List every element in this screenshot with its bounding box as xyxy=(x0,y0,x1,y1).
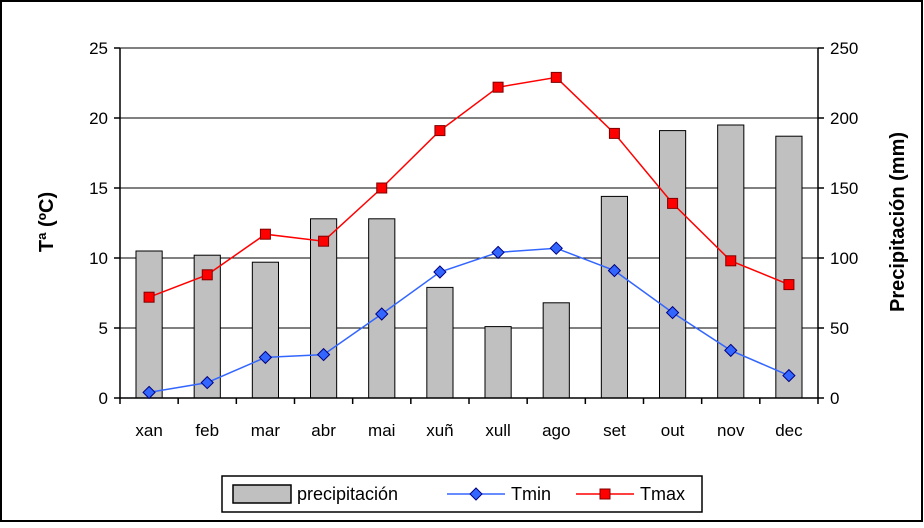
point-tmax xyxy=(318,235,330,247)
point-tmin xyxy=(433,265,447,279)
left-tick-label: 15 xyxy=(89,179,108,198)
right-axis-title: Precipitación (mm) xyxy=(887,132,909,312)
axes xyxy=(114,47,824,404)
temperature-lines xyxy=(142,71,796,400)
left-tick-label: 10 xyxy=(89,249,108,268)
left-axis-title: Tª (ºC) xyxy=(36,192,58,252)
point-tmax xyxy=(667,197,679,209)
point-tmin xyxy=(607,263,622,278)
precipitation-bars xyxy=(135,124,803,399)
bar-precipitation xyxy=(426,286,454,399)
point-tmin xyxy=(782,368,796,383)
point-tmin xyxy=(491,245,505,260)
x-tick-label: set xyxy=(603,421,626,440)
point-tmin xyxy=(142,385,156,400)
x-tick-label: mar xyxy=(251,421,281,440)
point-tmin xyxy=(724,343,738,358)
legend-swatch-tmin-marker xyxy=(469,487,483,501)
gridlines xyxy=(120,47,818,329)
left-tick-label: 5 xyxy=(99,319,108,338)
bar-precipitation xyxy=(309,218,338,399)
x-tick-label: dec xyxy=(775,421,803,440)
point-tmin xyxy=(316,347,331,362)
x-tick-label: xan xyxy=(135,421,162,440)
left-tick-label: 20 xyxy=(89,109,108,128)
right-tick-label: 200 xyxy=(830,109,858,128)
left-tick-label: 0 xyxy=(99,389,108,408)
point-tmax xyxy=(783,279,795,291)
bar-precipitation xyxy=(251,261,280,399)
legend-label-tmin: Tmin xyxy=(511,484,551,504)
point-tmax xyxy=(492,81,504,93)
bar-precipitation xyxy=(775,135,803,399)
point-tmax xyxy=(725,255,737,267)
bar-precipitation xyxy=(542,302,570,399)
x-tick-label: ago xyxy=(542,421,570,440)
x-tick-label: feb xyxy=(195,421,219,440)
left-tick-label: 25 xyxy=(89,39,108,58)
point-tmin xyxy=(200,375,214,390)
right-tick-label: 0 xyxy=(830,389,839,408)
tick-labels: 0 0 5 50 10 100 15 150 20 200 25 250 xan feb mar abr mai… xyxy=(89,39,858,440)
point-tmax xyxy=(143,291,155,303)
point-tmax xyxy=(434,125,446,137)
point-tmin xyxy=(665,305,680,320)
bar-precipitation xyxy=(658,130,687,399)
point-tmin xyxy=(258,350,273,365)
legend: precipitación Tmin Tmax xyxy=(221,475,703,513)
legend-label-precipitation: precipitación xyxy=(297,484,398,504)
bar-precipitation xyxy=(484,326,512,399)
right-tick-label: 50 xyxy=(830,319,849,338)
right-tick-label: 100 xyxy=(830,249,858,268)
point-tmax xyxy=(201,269,213,281)
line-tmin xyxy=(148,247,790,394)
bar-precipitation xyxy=(600,195,629,399)
x-tick-label: nov xyxy=(717,421,745,440)
point-tmax xyxy=(376,182,388,194)
right-tick-label: 250 xyxy=(830,39,858,58)
x-tick-label: xull xyxy=(485,421,511,440)
line-tmax xyxy=(148,76,790,298)
point-tmax xyxy=(550,71,562,83)
right-tick-label: 150 xyxy=(830,179,858,198)
x-tick-label: out xyxy=(661,421,685,440)
x-tick-label: mai xyxy=(368,421,395,440)
point-tmin xyxy=(549,241,563,255)
legend-swatch-precipitation xyxy=(232,484,292,504)
x-tick-label: abr xyxy=(311,421,336,440)
x-tick-label: xuñ xyxy=(426,421,453,440)
bar-precipitation xyxy=(135,250,163,399)
point-tmin xyxy=(375,307,389,321)
point-tmax xyxy=(608,127,620,139)
legend-label-tmax: Tmax xyxy=(640,484,685,504)
legend-swatch-tmax-marker xyxy=(599,488,611,500)
point-tmax xyxy=(259,228,271,240)
